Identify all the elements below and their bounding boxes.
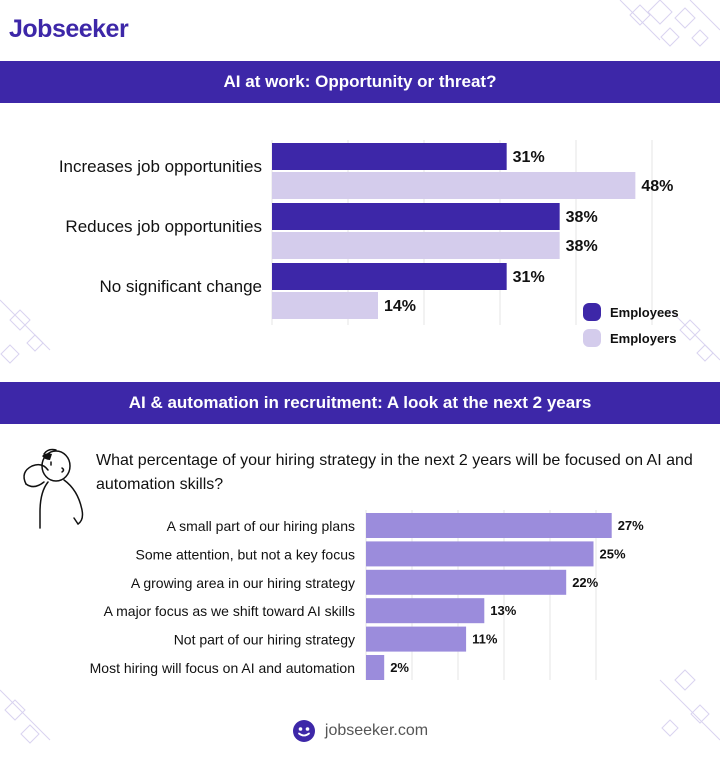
value-label: 48% [641,178,673,195]
bar [366,598,485,624]
category-label: Not part of our hiring strategy [174,632,355,648]
legend-label-employers: Employers [610,331,676,346]
category-label: A growing area in our hiring strategy [131,575,355,591]
category-label: A small part of our hiring plans [167,518,355,534]
bar [366,541,594,567]
footer-url: jobseeker.com [324,722,429,739]
value-label: 11% [472,632,498,647]
category-label: No significant change [99,277,262,296]
jobseeker-logo-icon [292,720,315,742]
bar-employers [272,232,560,259]
legend-label-employees: Employees [610,305,679,320]
opportunity-threat-chart: Increases job opportunities 31% 48% Reduces… [59,140,679,347]
bar-employers [272,292,378,319]
bar-employers [272,172,636,199]
thinking-person-illustration [23,448,84,529]
value-label: 27% [618,518,644,533]
value-label: 38% [566,238,598,255]
section2-title: AI & automation in recruitment: A look a… [0,382,720,424]
hiring-strategy-chart: A small part of our hiring plans 27% Some … [90,510,644,680]
bar [366,655,385,680]
bar-employees [272,263,507,290]
category-label: A major focus as we shift toward AI skil… [104,603,355,619]
decorative-pattern-bottom-left [0,689,51,744]
category-label: Reduces job opportunities [65,217,262,236]
value-label: 13% [490,603,516,618]
value-label: 38% [566,209,598,226]
category-label: Most hiring will focus on AI and automat… [90,660,355,676]
decorative-pattern-right [669,309,720,362]
bar [366,569,567,595]
value-label: 25% [600,546,626,561]
bar-employees [272,203,560,230]
value-label: 31% [513,269,545,286]
category-label: Increases job opportunities [59,157,262,176]
bar-employees [272,143,507,170]
value-label: 22% [572,575,598,590]
value-label: 2% [390,660,409,675]
category-label: Some attention, but not a key focus [136,546,355,562]
footer: jobseeker.com [0,718,720,744]
bar [366,513,612,538]
section1-title: AI at work: Opportunity or threat? [0,61,720,103]
legend-swatch-employees [583,303,601,321]
value-label: 31% [513,149,545,166]
decorative-pattern-top-right [619,0,720,47]
survey-question: What percentage of your hiring strategy … [96,452,693,493]
decorative-pattern-bottom-right [659,669,720,741]
jobseeker-logo: Jobseeker [9,15,129,43]
decorative-pattern-left [0,299,51,364]
bar [366,626,467,652]
legend-swatch-employers [583,329,601,347]
value-label: 14% [384,298,416,315]
